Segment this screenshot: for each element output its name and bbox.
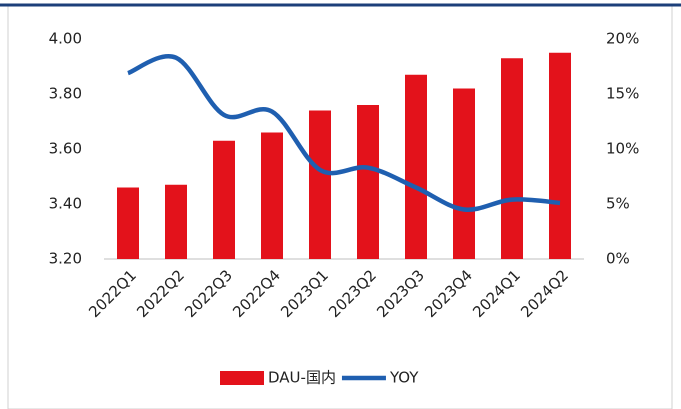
legend-label: YOY [389,369,419,387]
bar [357,105,379,259]
y2-tick-label: 10% [606,140,639,158]
bar [549,52,571,259]
y2-tick-label: 15% [606,85,639,103]
y-tick-label: 3.80 [49,85,82,103]
bar [165,184,187,259]
y-tick-label: 3.60 [49,140,82,158]
y2-tick-label: 5% [606,195,630,213]
line [127,54,561,212]
y-tick-label: 3.20 [49,250,82,268]
frame [7,4,673,409]
y2-tick-label: 20% [606,30,639,48]
bar [309,110,331,259]
bar [213,140,235,259]
bar [261,132,283,259]
y-tick-label: 3.40 [49,195,82,213]
bar [405,74,427,259]
bar [453,88,475,259]
y2-tick-label: 0% [606,250,630,268]
bar [117,187,139,259]
y-tick-label: 4.00 [49,30,82,48]
bar [501,58,523,259]
legend-swatch [220,371,264,385]
legend-label: DAU-国内 [268,369,336,387]
